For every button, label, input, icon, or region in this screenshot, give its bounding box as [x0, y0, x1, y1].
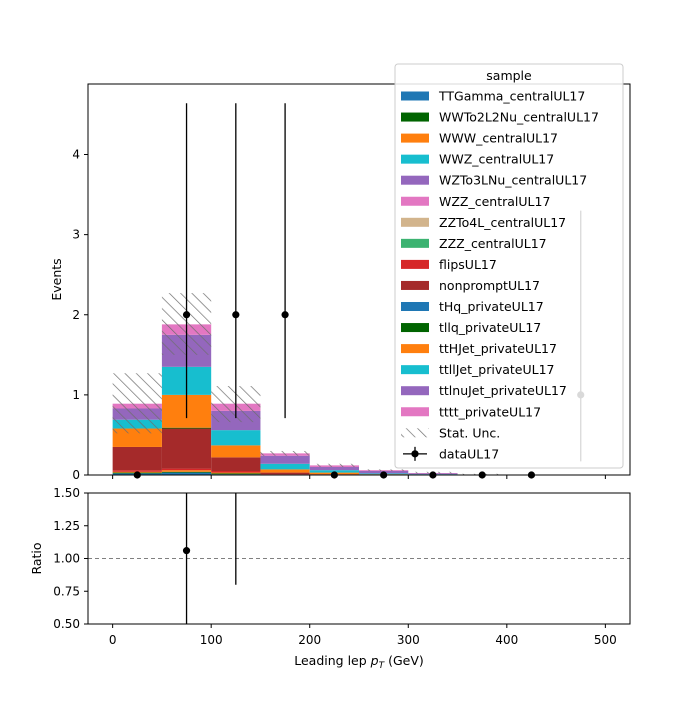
main-ylabel: Events	[49, 258, 64, 300]
legend-swatch	[401, 113, 429, 122]
ratio-ytick-label: 0.75	[53, 584, 80, 598]
bar-segment	[260, 464, 309, 470]
legend-swatch	[401, 92, 429, 101]
ratio-axes-frame	[88, 493, 630, 624]
ratio-ylabel: Ratio	[29, 542, 44, 574]
legend: sample TTGamma_centralUL17 WWTo2L2Nu_centr…	[395, 64, 623, 468]
ratio-xtick-label: 100	[200, 633, 223, 647]
legend-swatch	[401, 155, 429, 164]
legend-swatch	[401, 176, 429, 185]
legend-swatch	[401, 239, 429, 248]
legend-label: WWW_centralUL17	[439, 131, 558, 146]
legend-label: tHq_privateUL17	[439, 299, 544, 314]
ratio-xlabel: Leading lep pT (GeV)	[294, 653, 424, 671]
legend-label: WWTo2L2Nu_centralUL17	[439, 110, 599, 125]
legend-label: ZZTo4L_centralUL17	[439, 215, 566, 230]
main-ytick-label: 0	[72, 468, 80, 482]
bar-segment	[162, 469, 211, 471]
bar-segment	[260, 469, 309, 472]
legend-label: Stat. Unc.	[439, 425, 500, 440]
legend-swatch	[401, 134, 429, 143]
ratio-xtick-label: 300	[397, 633, 420, 647]
legend-swatch	[401, 323, 429, 332]
legend-swatch	[401, 386, 429, 395]
legend-label: tllq_privateUL17	[439, 320, 541, 335]
legend-swatch	[401, 365, 429, 374]
ratio-xtick-label: 500	[594, 633, 617, 647]
bar-segment	[211, 445, 260, 457]
legend-swatch-hatch	[401, 428, 429, 437]
bar-segment	[211, 473, 260, 474]
main-ytick-label: 1	[72, 388, 80, 402]
legend-swatch	[401, 281, 429, 290]
legend-label: ttlnuJet_privateUL17	[439, 383, 567, 398]
ratio-point	[183, 547, 190, 554]
data-point	[183, 311, 190, 318]
legend-label: dataUL17	[439, 446, 499, 461]
legend-swatch	[401, 197, 429, 206]
legend-label: nonpromptUL17	[439, 278, 540, 293]
stat-unc-band	[310, 464, 359, 467]
legend-label: flipsUL17	[439, 257, 497, 272]
ratio-xtick-label: 0	[109, 633, 117, 647]
bar-segment	[310, 467, 359, 470]
ratio-xtick-label: 400	[495, 633, 518, 647]
legend-label: ZZZ_centralUL17	[439, 236, 547, 251]
bar-segment	[211, 457, 260, 471]
bar-segment	[162, 472, 211, 473]
legend-label: tttt_privateUL17	[439, 404, 541, 419]
bar-segment	[211, 471, 260, 473]
legend-label: ttllJet_privateUL17	[439, 362, 555, 377]
data-point	[232, 311, 239, 318]
ratio-ytick-label: 1.25	[53, 519, 80, 533]
bar-segment	[260, 473, 309, 475]
bar-segment	[162, 429, 211, 469]
legend-label: WZTo3LNu_centralUL17	[439, 173, 587, 188]
stat-unc-band	[113, 373, 162, 433]
ratio-xtick-label: 200	[298, 633, 321, 647]
stat-unc-band	[260, 451, 309, 456]
legend-label: WWZ_centralUL17	[439, 152, 554, 167]
legend-title: sample	[486, 68, 532, 83]
bar-segment	[162, 428, 211, 429]
bar-segment	[162, 470, 211, 472]
legend-swatch	[401, 344, 429, 353]
legend-label: WZZ_centralUL17	[439, 194, 550, 209]
legend-swatch	[401, 407, 429, 416]
bar-segment	[260, 456, 309, 464]
bar-segment	[113, 447, 162, 470]
ratio-ytick-label: 1.00	[53, 552, 80, 566]
data-point	[281, 311, 288, 318]
stat-unc-band	[359, 469, 408, 471]
legend-label: ttHJet_privateUL17	[439, 341, 557, 356]
bar-segment	[211, 430, 260, 445]
bar-segment	[211, 473, 260, 474]
main-ytick-label: 4	[72, 148, 80, 162]
ratio-ytick-label: 1.50	[53, 486, 80, 500]
main-ytick-label: 3	[72, 228, 80, 242]
main-ytick-label: 2	[72, 308, 80, 322]
legend-swatch	[401, 260, 429, 269]
legend-swatch	[401, 302, 429, 311]
legend-swatch	[401, 218, 429, 227]
ratio-ytick-label: 0.50	[53, 617, 80, 631]
legend-label: TTGamma_centralUL17	[438, 89, 585, 104]
legend-marker	[411, 450, 418, 457]
